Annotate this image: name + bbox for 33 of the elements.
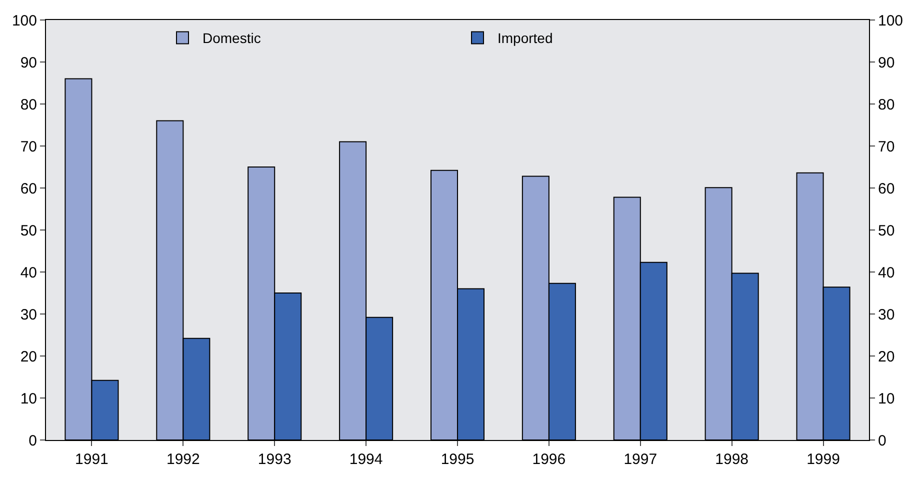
y2-tick-label: 40 xyxy=(878,264,895,282)
x-tick-label: 1995 xyxy=(440,451,474,468)
y2-tick-label: 0 xyxy=(878,432,886,450)
y-tick-label: 10 xyxy=(20,390,37,408)
y-tick-label: 30 xyxy=(20,306,37,324)
y2-tick-label: 20 xyxy=(878,348,895,366)
x-tick-label: 1992 xyxy=(166,451,200,468)
y-tick-label: 20 xyxy=(20,348,37,366)
y-tick-label: 70 xyxy=(20,138,37,156)
x-tick-label: 1998 xyxy=(715,451,749,468)
x-tick-label: 1993 xyxy=(258,451,292,468)
y-tick-label: 80 xyxy=(20,96,37,114)
x-tick-label: 1996 xyxy=(532,451,566,468)
y2-tick-label: 60 xyxy=(878,180,895,198)
y-tick-label: 50 xyxy=(20,222,37,240)
y-tick-label: 40 xyxy=(20,264,37,282)
legend-label: Imported xyxy=(498,30,553,46)
y2-tick-label: 70 xyxy=(878,138,895,156)
y-tick-label: 90 xyxy=(20,54,37,72)
y2-tick-label: 30 xyxy=(878,306,895,324)
x-tick-label: 1997 xyxy=(624,451,658,468)
y2-tick-label: 10 xyxy=(878,390,895,408)
x-tick-label: 1994 xyxy=(349,451,383,468)
y-tick-label: 60 xyxy=(20,180,37,198)
legend-label: Domestic xyxy=(202,30,261,46)
x-tick-label: 1999 xyxy=(806,451,840,468)
y2-tick-label: 100 xyxy=(878,12,904,30)
y-tick-label: 100 xyxy=(12,12,37,30)
y2-tick-label: 90 xyxy=(878,54,895,72)
y2-tick-label: 50 xyxy=(878,222,895,240)
y2-tick-label: 80 xyxy=(878,96,895,114)
y-tick-label: 0 xyxy=(28,432,37,450)
x-tick-label: 1991 xyxy=(75,451,108,468)
